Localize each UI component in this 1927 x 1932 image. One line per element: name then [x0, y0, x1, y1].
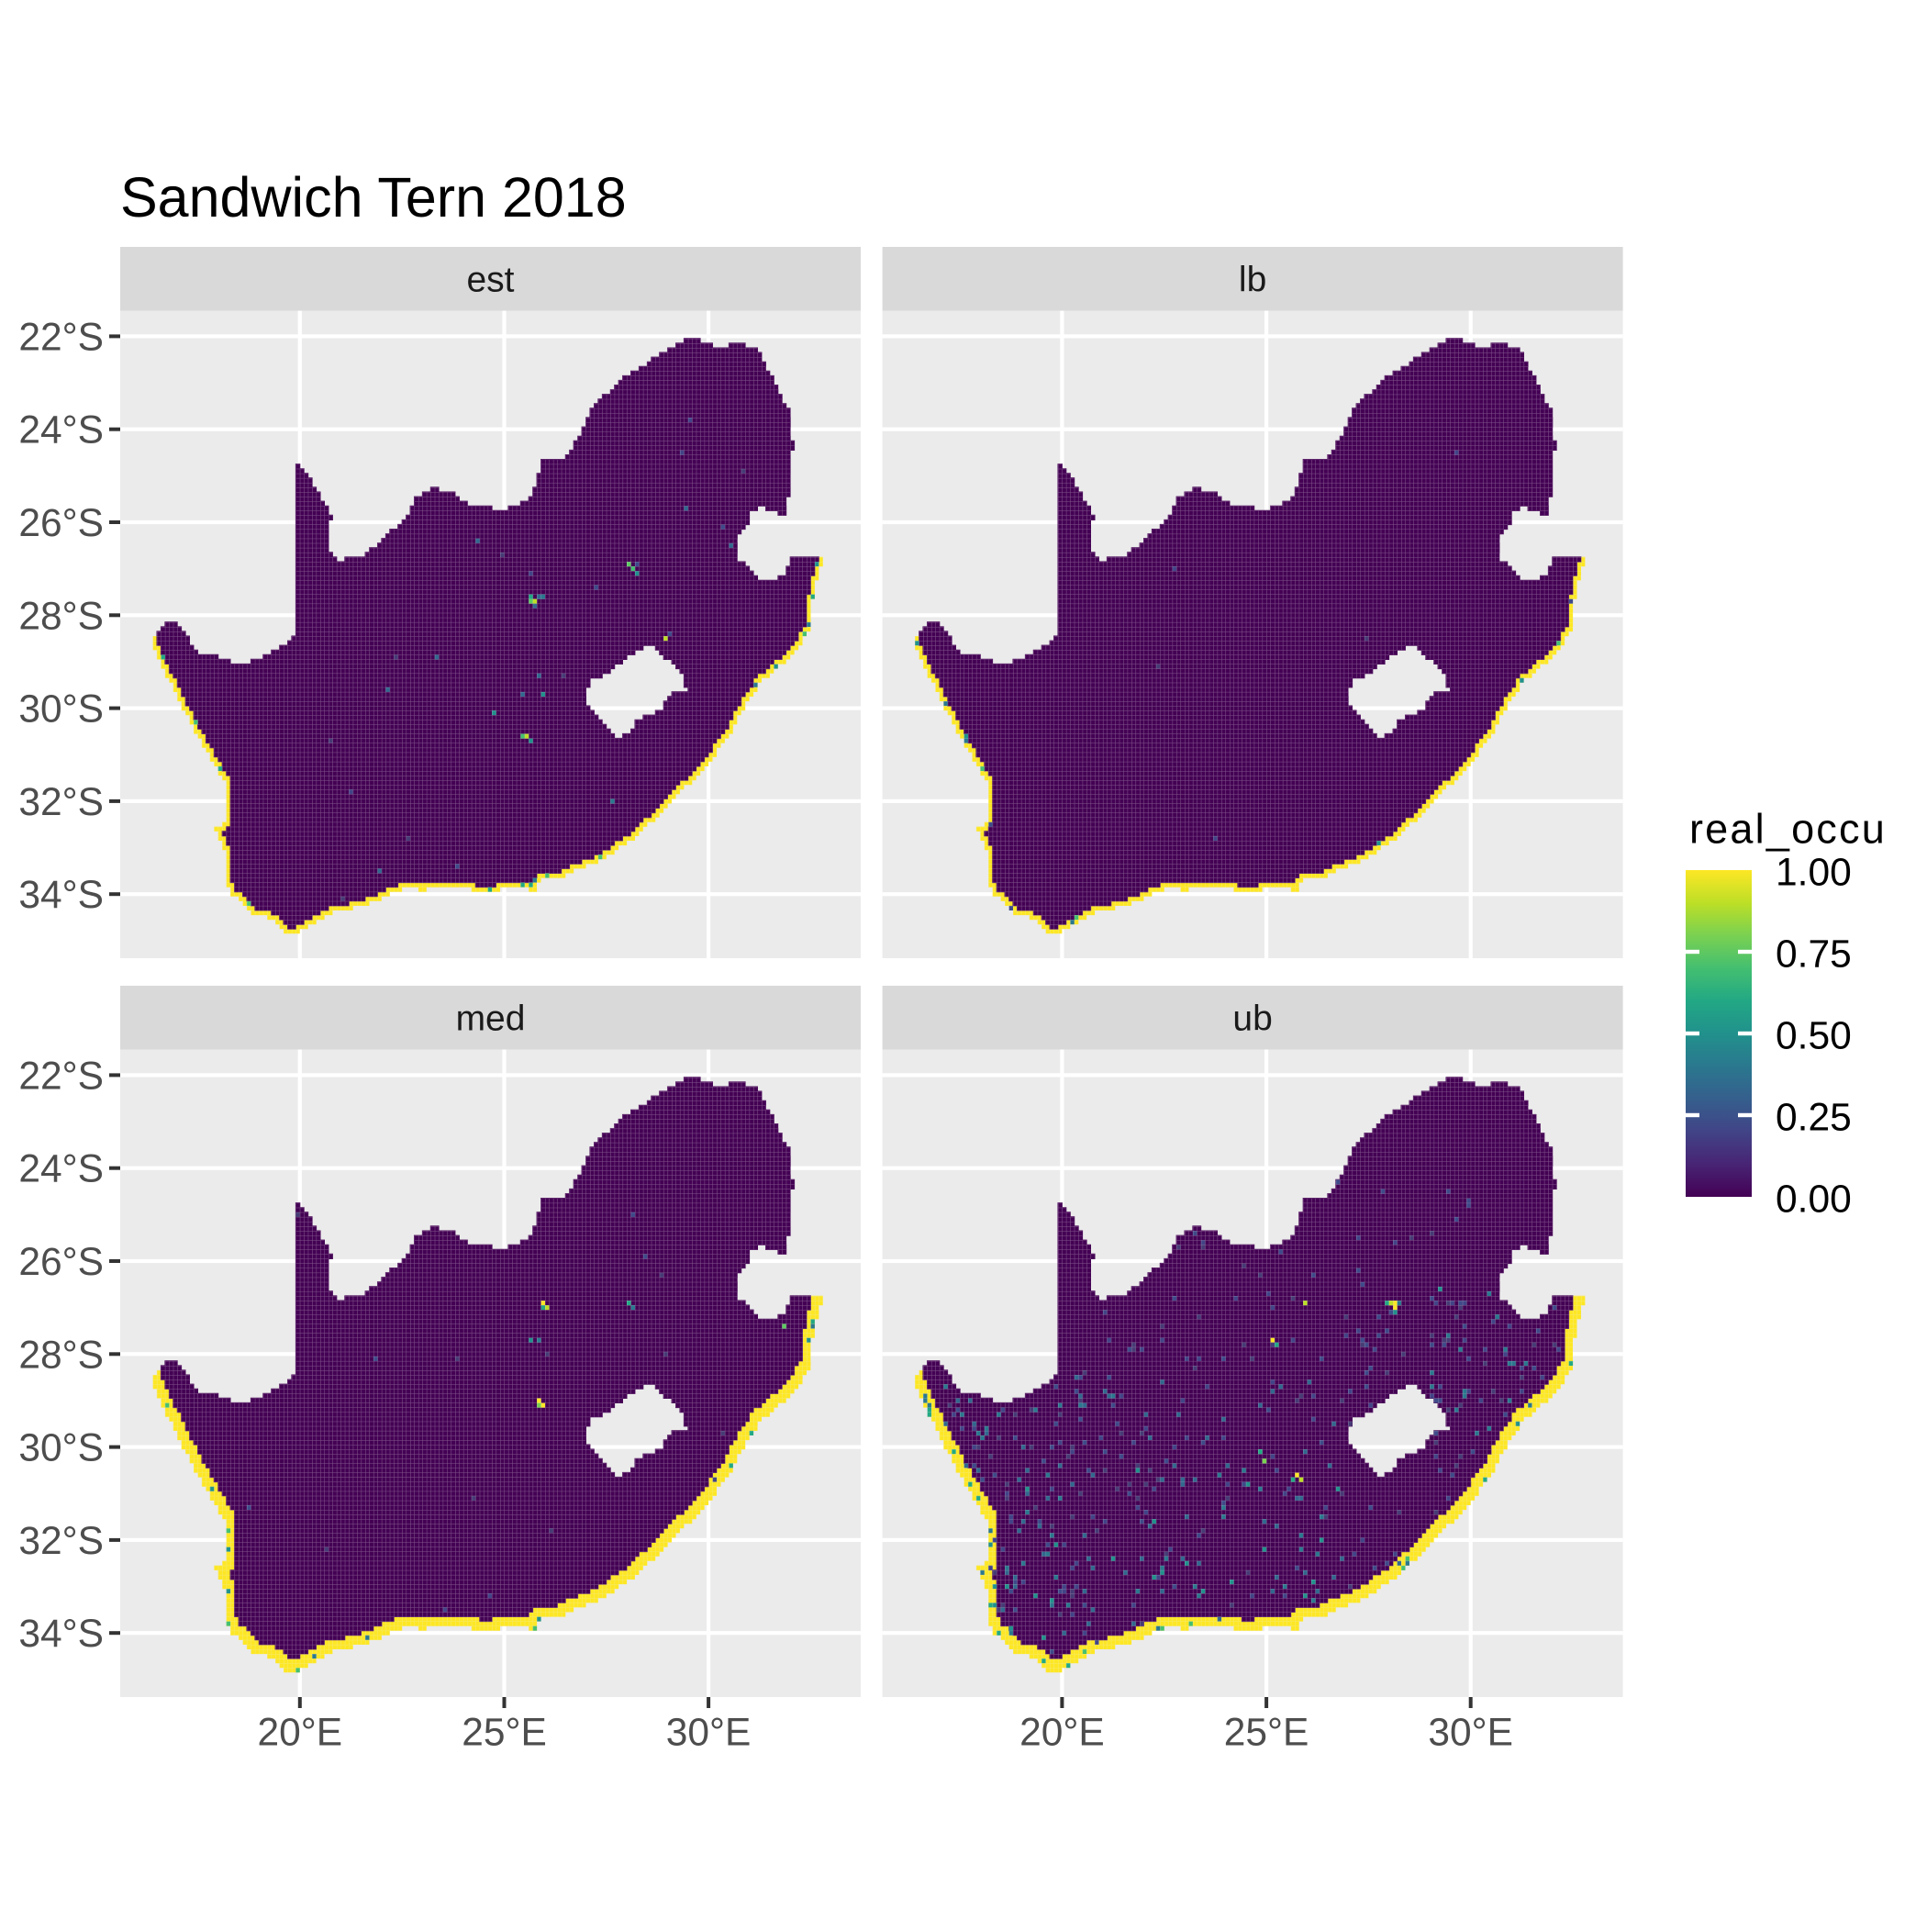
svg-text:32°S: 32°S: [18, 781, 104, 824]
svg-text:24°S: 24°S: [18, 1148, 104, 1191]
svg-text:real_occu: real_occu: [1689, 806, 1887, 853]
svg-text:20°E: 20°E: [1019, 1712, 1105, 1755]
svg-text:lb: lb: [1239, 261, 1266, 300]
svg-text:1.00: 1.00: [1776, 852, 1852, 895]
svg-text:med: med: [456, 1000, 526, 1039]
svg-text:Sandwich Tern 2018: Sandwich Tern 2018: [120, 166, 627, 229]
svg-text:32°S: 32°S: [18, 1520, 104, 1563]
svg-text:34°S: 34°S: [18, 874, 104, 917]
svg-text:30°E: 30°E: [666, 1712, 752, 1755]
svg-text:22°S: 22°S: [18, 316, 104, 359]
svg-text:30°S: 30°S: [18, 688, 104, 731]
svg-text:30°S: 30°S: [18, 1427, 104, 1470]
svg-text:0.75: 0.75: [1776, 933, 1852, 977]
svg-text:30°E: 30°E: [1428, 1712, 1513, 1755]
svg-text:22°S: 22°S: [18, 1055, 104, 1098]
svg-text:24°S: 24°S: [18, 409, 104, 452]
svg-text:25°E: 25°E: [1224, 1712, 1309, 1755]
svg-text:26°S: 26°S: [18, 1241, 104, 1284]
svg-text:0.25: 0.25: [1776, 1097, 1852, 1140]
svg-text:28°S: 28°S: [18, 595, 104, 638]
svg-text:20°E: 20°E: [257, 1712, 342, 1755]
svg-text:ub: ub: [1232, 1000, 1272, 1039]
svg-text:0.00: 0.00: [1776, 1178, 1852, 1222]
svg-text:25°E: 25°E: [462, 1712, 547, 1755]
svg-text:0.50: 0.50: [1776, 1015, 1852, 1058]
svg-text:34°S: 34°S: [18, 1613, 104, 1656]
svg-text:26°S: 26°S: [18, 502, 104, 545]
svg-text:28°S: 28°S: [18, 1334, 104, 1377]
svg-text:est: est: [466, 261, 514, 300]
